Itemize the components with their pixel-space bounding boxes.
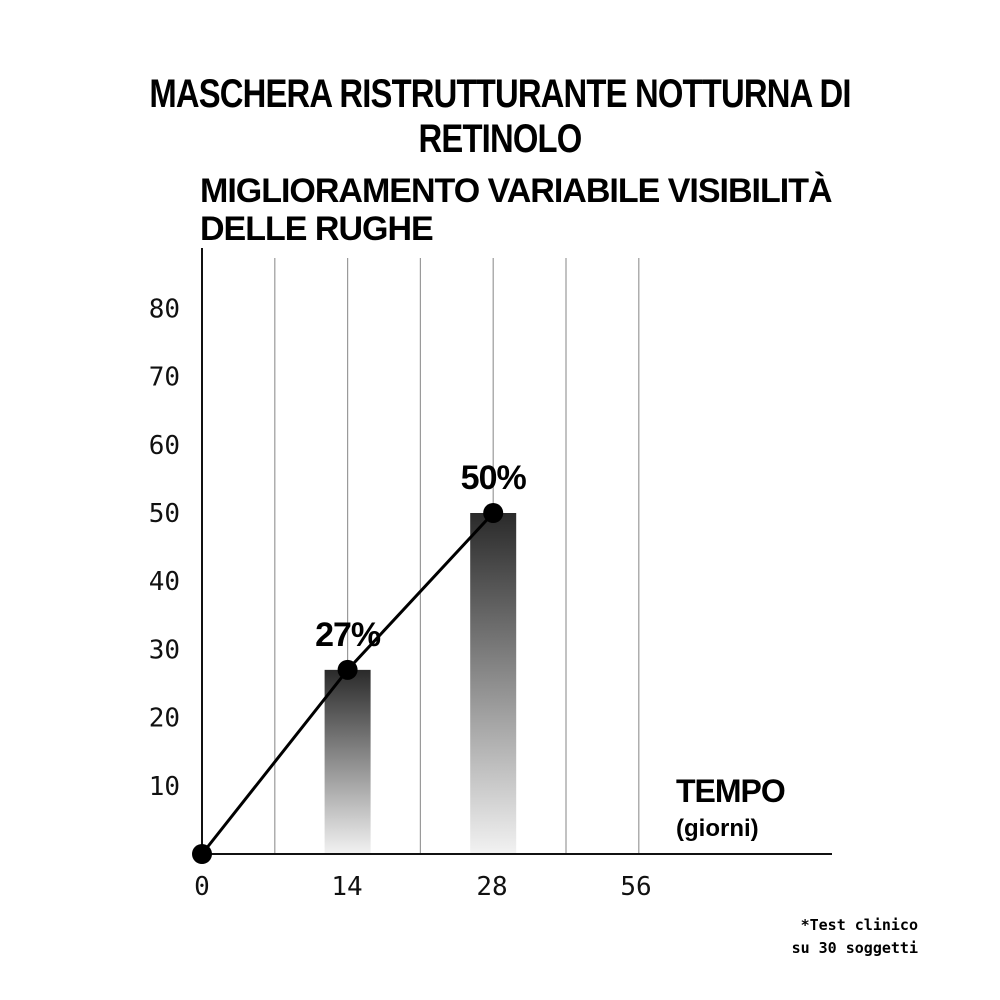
- footnote-line-1: *Test clinico: [800, 916, 918, 934]
- data-point: [192, 844, 212, 864]
- x-tick-label: 28: [476, 872, 507, 902]
- data-label: 27%: [315, 616, 381, 654]
- y-tick-label: 10: [149, 772, 180, 802]
- y-tick-label: 80: [149, 294, 180, 324]
- footnote-line-2: su 30 soggetti: [791, 939, 918, 957]
- y-tick-label: 50: [149, 499, 180, 529]
- bar: [324, 669, 371, 854]
- data-point: [483, 503, 504, 523]
- x-axis-sublabel: (giorni): [676, 815, 759, 842]
- y-axis-label-line-1: MIGLIORAMENTO VARIABILE VISIBILITÀ: [200, 172, 832, 210]
- data-point: [337, 659, 358, 680]
- y-tick-label: 20: [149, 704, 180, 734]
- y-tick-label: 40: [149, 567, 180, 597]
- data-label: 50%: [461, 459, 527, 497]
- x-tick-label: 0: [194, 872, 210, 902]
- y-axis-label-line-2: DELLE RUGHE: [200, 210, 433, 248]
- footnote: *Test clinico su 30 soggetti: [792, 914, 918, 960]
- x-tick-label: 14: [331, 872, 362, 902]
- x-axis-label: TEMPO: [676, 773, 785, 809]
- y-tick-label: 70: [149, 363, 180, 393]
- chart-title: MASCHERA RISTRUTTURANTE NOTTURNA DI RETI…: [149, 72, 851, 161]
- y-tick-label: 60: [149, 431, 180, 461]
- bar: [470, 513, 517, 854]
- y-tick-label: 30: [149, 635, 180, 665]
- x-tick-label: 56: [620, 872, 651, 902]
